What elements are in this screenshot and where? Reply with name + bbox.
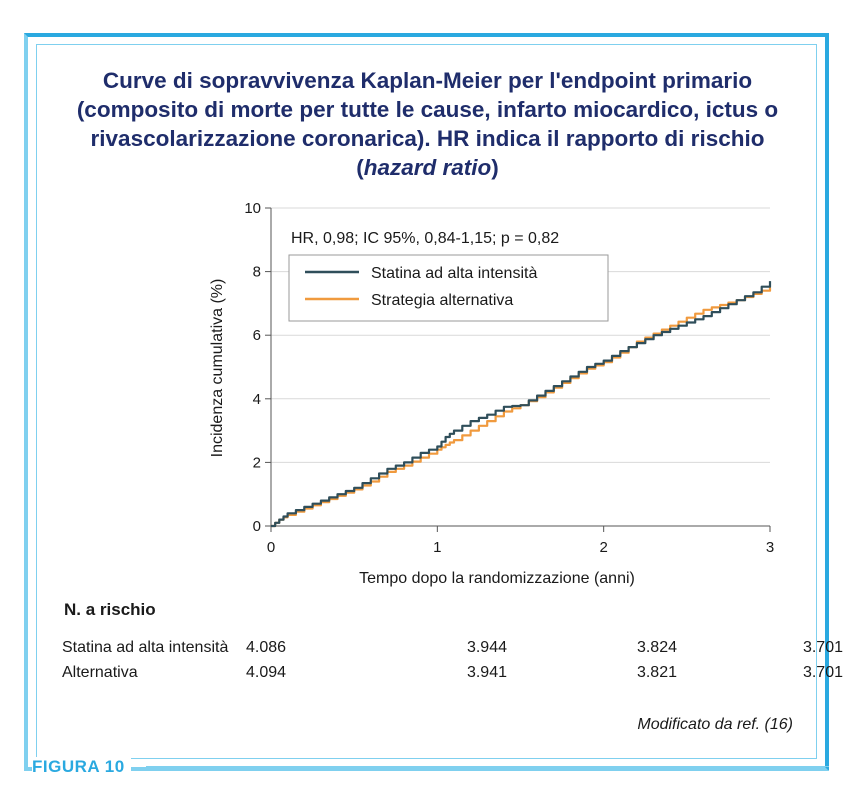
chart-title-italic: hazard ratio [363, 155, 492, 180]
legend-label: Statina ad alta intensità [371, 265, 537, 282]
x-tick-label: 1 [433, 539, 441, 556]
legend: Statina ad alta intensità Strategia alter… [288, 254, 609, 322]
chart-title: Curve di sopravvivenza Kaplan-Meier per … [76, 68, 779, 180]
risk-value: 4.086 [246, 638, 287, 656]
legend-box [288, 254, 609, 322]
y-tick-label: 6 [253, 327, 261, 344]
y-tick-label: 4 [253, 391, 261, 408]
figure-frame-inner [36, 44, 817, 759]
risk-value: 4.094 [246, 663, 287, 681]
x-axis-label: Tempo dopo la randomizzazione (anni) [359, 570, 635, 587]
risk-row-label: Statina ad alta intensità [62, 638, 229, 656]
series-lines [271, 281, 772, 528]
risk-value: 3.824 [636, 638, 677, 656]
risk-value: 3.701 [802, 663, 843, 681]
risk-row-alternativa: Alternativa 4.094 3.941 3.821 3.701 [62, 660, 843, 685]
risk-row-statina: Statina ad alta intensità 4.086 3.944 3.… [62, 635, 843, 660]
x-tick-label: 2 [599, 539, 607, 556]
axes: 0 2 4 6 8 10 0 1 2 3 [244, 200, 774, 556]
legend-label: Strategia alternativa [371, 292, 513, 309]
risk-table-heading: N. a rischio [64, 600, 156, 619]
series-line-statina [271, 281, 772, 528]
y-tick-label: 0 [253, 518, 261, 535]
risk-row-label: Alternativa [62, 663, 138, 681]
y-axis-label: Incidenza cumulativa (%) [209, 279, 226, 458]
x-tick-label: 0 [267, 539, 275, 556]
source-note: Modificato da ref. (16) [637, 716, 793, 733]
y-tick-label: 2 [253, 454, 261, 471]
figure-label: FIGURA 10 [32, 757, 131, 777]
risk-table: Statina ad alta intensità 4.086 3.944 3.… [62, 635, 843, 685]
risk-value: 3.701 [802, 638, 843, 656]
figure-frame-outer [24, 33, 829, 771]
y-tick-label: 8 [253, 264, 261, 281]
risk-value: 3.944 [466, 638, 507, 656]
hr-annotation: HR, 0,98; IC 95%, 0,84-1,15; p = 0,82 [291, 230, 559, 247]
y-tick-label: 10 [244, 200, 261, 217]
figure-label-rule [146, 766, 829, 771]
risk-value: 3.941 [466, 663, 507, 681]
x-tick-label: 3 [766, 539, 774, 556]
risk-value: 3.821 [636, 663, 677, 681]
